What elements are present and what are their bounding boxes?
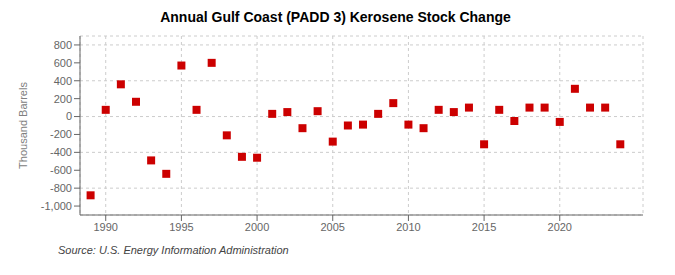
svg-text:-1,000: -1,000: [41, 200, 72, 212]
svg-text:800: 800: [54, 39, 72, 51]
svg-text:2015: 2015: [472, 221, 496, 233]
svg-text:2020: 2020: [548, 221, 572, 233]
svg-text:2000: 2000: [245, 221, 269, 233]
svg-text:-800: -800: [50, 182, 72, 194]
svg-text:-200: -200: [50, 128, 72, 140]
html-text:Source: U.S. Energy Informatio: Source: U.S. Energy Information Administ…: [58, 244, 289, 256]
svg-text:1990: 1990: [93, 221, 117, 233]
svg-text:0: 0: [66, 110, 72, 122]
html-text:Annual Gulf Coast (PADD 3) Ker: Annual Gulf Coast (PADD 3) Kerosene Stoc…: [160, 9, 511, 25]
svg-text:2010: 2010: [396, 221, 420, 233]
svg-text:2005: 2005: [321, 221, 345, 233]
svg-text:Thousand Barrels: Thousand Barrels: [17, 82, 29, 169]
svg-text:1995: 1995: [169, 221, 193, 233]
svg-text:-400: -400: [50, 146, 72, 158]
svg-text:-600: -600: [50, 164, 72, 176]
svg-text:600: 600: [54, 57, 72, 69]
svg-text:400: 400: [54, 75, 72, 87]
svg-text:200: 200: [54, 93, 72, 105]
